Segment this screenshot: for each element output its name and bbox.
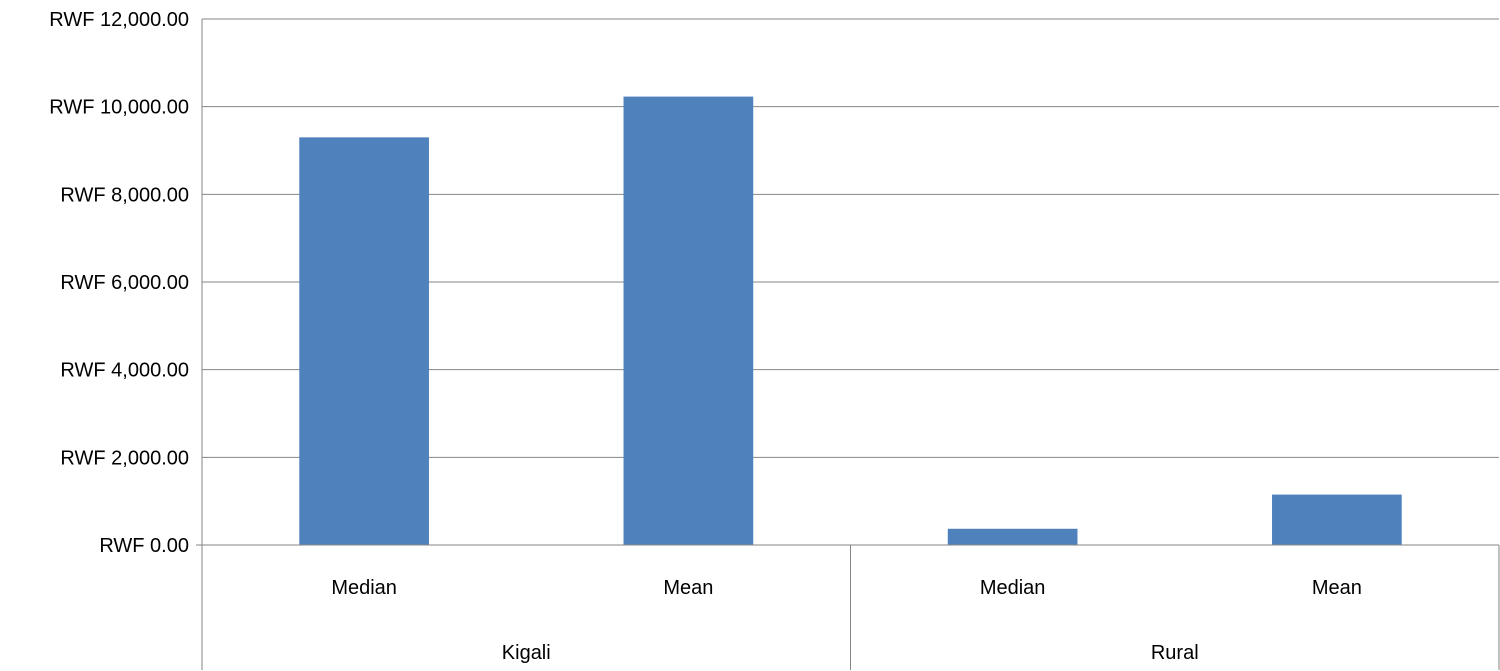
y-tick-label: RWF 0.00 (99, 535, 189, 557)
x-tick-label: Mean (1312, 577, 1362, 599)
y-tick-label: RWF 4,000.00 (60, 360, 189, 382)
group-label: Rural (1151, 642, 1199, 664)
y-tick-label: RWF 12,000.00 (49, 9, 189, 31)
y-tick-label: RWF 10,000.00 (49, 97, 189, 119)
y-tick-labels: RWF 0.00 RWF 2,000.00 RWF 4,000.00 RWF 6,00… (49, 9, 189, 557)
group-labels: Kigali Rural (502, 642, 1199, 664)
group-label: Kigali (502, 642, 551, 664)
category-labels: Median Mean Median Mean (331, 577, 1362, 599)
x-tick-label: Median (331, 577, 397, 599)
y-tick-label: RWF 8,000.00 (60, 184, 189, 206)
bars (299, 96, 1402, 546)
bar (299, 137, 429, 545)
y-tick-label: RWF 2,000.00 (60, 447, 189, 469)
bar (623, 96, 754, 546)
x-tick-label: Mean (663, 577, 713, 599)
y-tick-label: RWF 6,000.00 (60, 272, 189, 294)
bar (1272, 494, 1402, 545)
axes (196, 19, 1500, 670)
bar (947, 528, 1078, 545)
x-tick-label: Median (980, 577, 1046, 599)
